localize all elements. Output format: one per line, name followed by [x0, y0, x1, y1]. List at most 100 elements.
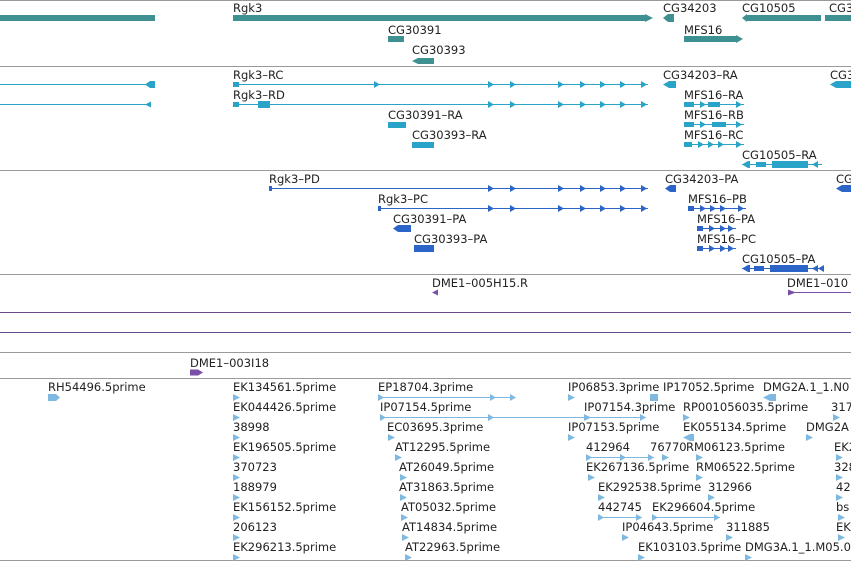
est-feature[interactable]	[388, 434, 395, 441]
est-feature[interactable]	[568, 394, 575, 401]
est-feature[interactable]	[402, 534, 409, 541]
est-label: IP17052.5prime	[663, 380, 754, 394]
est-label: AT26049.5prime	[399, 460, 494, 474]
est-feature[interactable]	[638, 554, 645, 561]
gene-CG10505[interactable]	[742, 14, 821, 22]
est-feature[interactable]	[696, 454, 703, 461]
transcript-CG34203-RA[interactable]	[663, 81, 676, 88]
est-feature[interactable]	[380, 414, 646, 421]
est-label: EC03695.3prime	[387, 420, 483, 434]
est-feature[interactable]	[233, 474, 240, 481]
est-feature[interactable]	[726, 534, 733, 541]
gene-MFS16[interactable]	[684, 35, 743, 43]
protein-Rgk3-PC[interactable]	[378, 205, 648, 212]
est-feature[interactable]	[806, 434, 813, 441]
est-feature[interactable]	[401, 514, 408, 521]
protein-label-CG34203-PA: CG34203–PA	[665, 172, 738, 186]
est-feature[interactable]	[233, 414, 240, 421]
protein-right-cut[interactable]	[836, 185, 851, 192]
est-label: 328	[834, 460, 851, 474]
est-feature[interactable]	[652, 514, 720, 521]
est-feature[interactable]	[598, 514, 642, 521]
est-feature[interactable]	[838, 534, 845, 541]
gene-label-CG30393: CG30393	[412, 43, 466, 57]
est-feature[interactable]	[708, 494, 715, 501]
protein-MFS16-PB[interactable]	[688, 205, 746, 212]
protein-Rgk3-PD[interactable]	[269, 185, 648, 192]
est-label: DMG2A	[806, 420, 849, 434]
est-label: AT12295.5prime	[395, 440, 490, 454]
est-label: AT22963.5prime	[405, 540, 500, 554]
est-label: EK2	[834, 440, 851, 454]
est-labels: RH54496.5prime EK134561.5prime EK044426.…	[48, 380, 851, 554]
gene-CG30391[interactable]	[388, 36, 404, 42]
est-feature[interactable]	[696, 474, 703, 481]
transcript-label-right-cut: CG3	[830, 68, 851, 82]
clone-label-DME1-003I18: DME1–003I18	[190, 356, 269, 370]
transcript-label-MFS16-RA: MFS16–RA	[684, 88, 744, 102]
transcript-Rgk3-RC[interactable]	[233, 81, 648, 88]
transcript-label-CG30393-RA: CG30393–RA	[412, 128, 487, 142]
gene-left-cut[interactable]	[0, 15, 155, 21]
protein-label-CG30393-PA: CG30393–PA	[414, 232, 487, 246]
est-feature[interactable]	[622, 534, 629, 541]
est-feature[interactable]	[833, 414, 840, 421]
protein-CG30391-PA[interactable]	[393, 225, 411, 232]
est-feature[interactable]	[233, 434, 240, 441]
clone-DME1-010[interactable]	[788, 289, 851, 296]
est-feature[interactable]	[233, 554, 240, 561]
est-feature[interactable]	[568, 434, 575, 441]
est-feature[interactable]	[400, 474, 407, 481]
transcript-MFS16-RA[interactable]	[684, 101, 744, 108]
protein-CG10505-PA[interactable]	[742, 265, 824, 272]
protein-MFS16-PA[interactable]	[697, 225, 736, 232]
transcript-CG10505-RA[interactable]	[742, 161, 822, 168]
est-feature[interactable]	[586, 454, 654, 461]
est-feature[interactable]	[598, 494, 605, 501]
est-feature[interactable]	[233, 494, 240, 501]
est-feature[interactable]	[233, 514, 240, 521]
est-feature[interactable]	[763, 394, 776, 401]
est-feature[interactable]	[836, 454, 843, 461]
est-feature[interactable]	[378, 394, 516, 401]
transcript-right-cut[interactable]	[830, 81, 851, 88]
est-feature[interactable]	[836, 474, 843, 481]
clone-DME1-003I18[interactable]	[190, 369, 203, 376]
est-feature[interactable]	[836, 494, 843, 501]
gene-CG34203[interactable]	[663, 14, 674, 22]
transcript-MFS16-RB[interactable]	[684, 121, 744, 128]
est-feature[interactable]	[588, 474, 595, 481]
est-label: RP001056035.5prime	[683, 400, 808, 414]
est-feature[interactable]	[48, 394, 60, 401]
est-label: EK055134.5prime	[683, 420, 786, 434]
est-feature[interactable]	[395, 454, 402, 461]
protein-CG34203-PA[interactable]	[665, 185, 676, 192]
est-feature[interactable]	[405, 554, 412, 561]
gene-right-cut[interactable]	[825, 15, 851, 21]
est-feature[interactable]	[584, 414, 591, 421]
est-label: RM06123.5prime	[686, 440, 785, 454]
est-feature[interactable]	[745, 554, 752, 561]
protein-MFS16-PC[interactable]	[697, 245, 736, 252]
transcript-left-2[interactable]	[0, 101, 151, 108]
est-feature[interactable]	[233, 454, 240, 461]
protein-CG30393-PA[interactable]	[414, 245, 434, 252]
est-feature[interactable]	[400, 494, 407, 501]
est-feature[interactable]	[233, 394, 240, 401]
gene-CG30393[interactable]	[412, 58, 434, 64]
est-feature[interactable]	[838, 514, 845, 521]
est-feature[interactable]	[683, 414, 690, 421]
transcript-Rgk3-RD[interactable]	[233, 101, 648, 108]
clone-DME1-005H15.R[interactable]	[432, 289, 438, 296]
transcript-MFS16-RC[interactable]	[684, 141, 744, 148]
est-feature[interactable]	[683, 434, 694, 441]
transcript-left-1[interactable]	[0, 81, 155, 88]
transcript-track	[0, 81, 851, 168]
est-feature[interactable]	[650, 394, 658, 401]
transcript-CG30393-RA[interactable]	[412, 142, 434, 148]
est-feature[interactable]	[662, 454, 669, 461]
est-label: 412964	[586, 440, 630, 454]
transcript-CG30391-RA[interactable]	[388, 122, 406, 128]
gene-Rgk3[interactable]	[233, 14, 653, 22]
est-feature[interactable]	[233, 534, 240, 541]
